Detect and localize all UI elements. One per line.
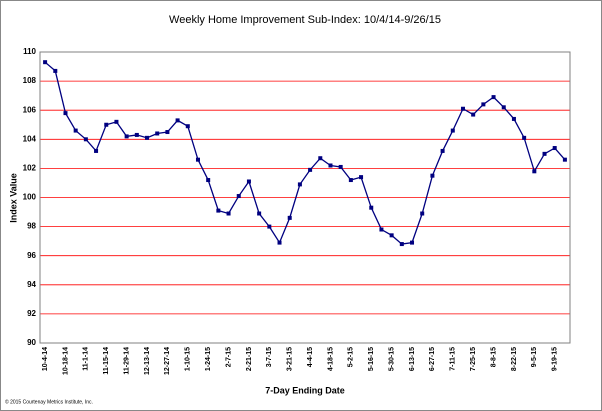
x-tick-label: 6-27-15: [429, 347, 436, 371]
point: [379, 227, 384, 232]
point: [134, 132, 139, 137]
x-axis-label: 7-Day Ending Date: [265, 385, 345, 395]
x-tick-label: 9-5-15: [531, 347, 538, 367]
point: [471, 112, 476, 117]
point: [420, 211, 425, 216]
x-tick-label: 1-24-15: [205, 347, 212, 371]
point: [145, 135, 150, 140]
point: [389, 233, 394, 238]
point: [175, 118, 180, 123]
point: [236, 194, 241, 199]
point: [195, 157, 200, 162]
point: [410, 240, 415, 245]
point: [104, 122, 109, 127]
point: [206, 178, 211, 183]
x-tick-label: 10-18-14: [62, 347, 69, 375]
y-tick-label: 90: [27, 338, 36, 347]
point: [440, 148, 445, 153]
point: [73, 128, 78, 133]
x-tick-label: 9-19-15: [552, 347, 559, 371]
point: [318, 156, 323, 161]
y-tick-label: 100: [23, 193, 37, 202]
y-tick-label: 96: [27, 251, 36, 260]
x-tick-label: 7-11-15: [450, 347, 457, 371]
point: [114, 119, 119, 124]
point: [83, 137, 88, 142]
plot-border: [39, 51, 571, 344]
point: [511, 116, 516, 121]
x-tick-label: 7-25-15: [470, 347, 477, 371]
point: [359, 175, 364, 180]
point: [63, 111, 68, 116]
point: [267, 224, 272, 229]
point: [226, 211, 231, 216]
y-tick-label: 108: [23, 76, 37, 85]
y-tick-label: 102: [23, 164, 37, 173]
x-tick-label: 12-13-14: [144, 347, 151, 375]
point: [522, 135, 527, 140]
line: [44, 61, 566, 245]
point: [165, 130, 170, 135]
point: [460, 106, 465, 111]
point: [185, 124, 190, 129]
x-tick-label: 2-7-15: [225, 347, 232, 367]
x-tick-label: 1-10-15: [185, 347, 192, 371]
point: [308, 167, 313, 172]
x-tick-label: 8-8-15: [490, 347, 497, 367]
point: [501, 105, 506, 110]
x-tick-label: 4-4-15: [307, 347, 314, 367]
chart-title: Weekly Home Improvement Sub-Index: 10/4/…: [169, 14, 441, 26]
y-axis-label: Index Value: [8, 173, 18, 223]
x-tick-label: 11-29-14: [123, 347, 130, 375]
point: [216, 208, 221, 213]
point: [450, 128, 455, 133]
x-tick-label: 6-13-15: [409, 347, 416, 371]
y-tick-label: 104: [23, 134, 37, 143]
point: [562, 157, 567, 162]
point: [328, 163, 333, 168]
x-tick-label: 4-18-15: [327, 347, 334, 371]
point: [53, 68, 58, 73]
point: [552, 146, 557, 151]
x-tick-label: 3-7-15: [266, 347, 273, 367]
point: [430, 173, 435, 178]
x-tick-label: 3-21-15: [287, 347, 294, 371]
x-tick-label: 11-1-14: [83, 347, 90, 371]
x-tick-label: 12-27-14: [164, 347, 171, 375]
point: [399, 242, 404, 247]
y-tick-label: 92: [27, 309, 36, 318]
x-tick-label: 11-15-14: [103, 347, 110, 375]
point: [124, 134, 129, 139]
point: [338, 164, 343, 169]
x-tick-label: 5-30-15: [388, 347, 395, 371]
point: [532, 169, 537, 174]
point: [155, 131, 160, 136]
point: [491, 95, 496, 100]
point: [369, 205, 374, 210]
x-tick-label: 8-22-15: [511, 347, 518, 371]
point: [481, 102, 486, 107]
point: [297, 182, 302, 187]
point: [94, 148, 99, 153]
y-tick-label: 98: [27, 222, 36, 231]
y-tick-label: 94: [27, 280, 36, 289]
point: [257, 211, 262, 216]
x-tick-label: 10-4-14: [42, 347, 49, 371]
x-tick-label: 2-21-15: [246, 347, 253, 371]
point: [348, 178, 353, 183]
point: [287, 215, 292, 220]
point: [246, 179, 251, 184]
y-tick-label: 106: [23, 105, 37, 114]
point: [43, 60, 48, 65]
point: [542, 151, 547, 156]
point: [277, 240, 282, 245]
x-tick-label: 5-2-15: [348, 347, 355, 367]
footnote: © 2015 Courtenay Metrics Institute, Inc.: [5, 398, 93, 405]
x-tick-label: 5-16-15: [368, 347, 375, 371]
y-tick-label: 110: [23, 47, 36, 56]
